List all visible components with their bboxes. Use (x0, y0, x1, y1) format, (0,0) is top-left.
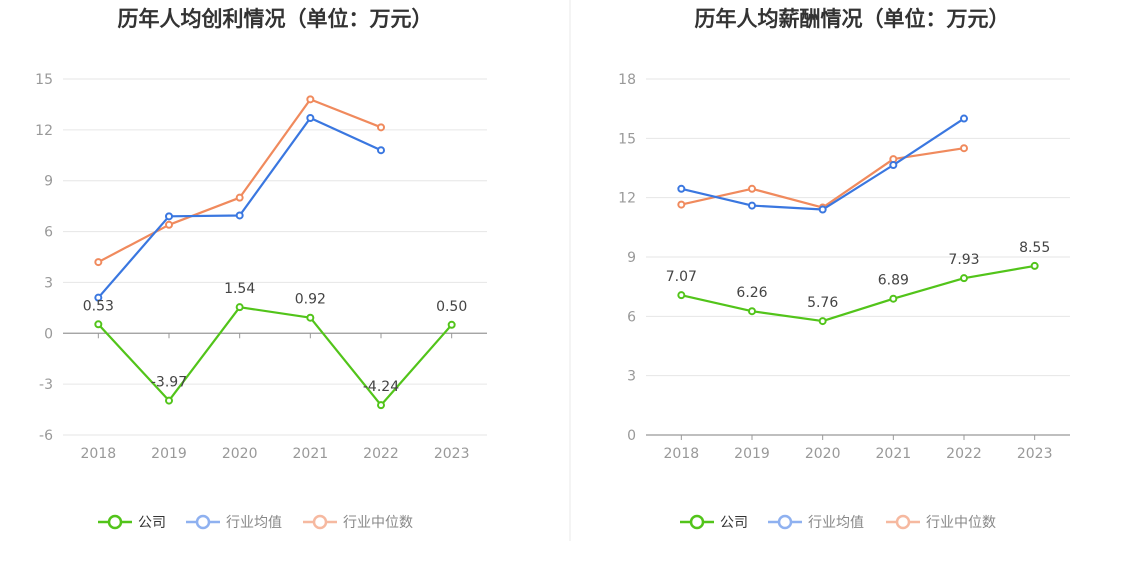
x-tick-label: 2023 (1017, 446, 1053, 462)
x-tick-label: 2022 (946, 446, 982, 462)
data-label: 7.07 (666, 269, 697, 285)
x-tick-label: 2023 (434, 446, 470, 462)
data-point[interactable] (306, 313, 315, 322)
legend-label: 行业中位数 (343, 515, 413, 531)
legend-item-1[interactable]: 公司 (680, 514, 748, 531)
legend-label: 行业均值 (226, 515, 282, 531)
data-point[interactable] (960, 144, 968, 153)
data-point[interactable] (960, 274, 968, 283)
x-tick-label: 2019 (734, 446, 770, 462)
data-point[interactable] (165, 212, 173, 221)
data-point[interactable] (677, 291, 686, 300)
data-label: 5.76 (807, 295, 838, 311)
y-tick-label: 12 (618, 191, 636, 207)
x-tick-label: 2018 (81, 446, 117, 462)
y-tick-label: 9 (44, 174, 53, 190)
y-tick-label: 0 (44, 326, 53, 342)
data-point[interactable] (94, 320, 103, 329)
legend-item-3[interactable]: 行业中位数 (303, 514, 413, 531)
y-tick-label: -6 (39, 428, 53, 444)
data-label: 1.54 (224, 281, 255, 297)
data-point[interactable] (889, 294, 898, 303)
data-point[interactable] (677, 200, 686, 209)
data-point[interactable] (235, 211, 244, 220)
data-point[interactable] (94, 258, 103, 267)
legend-marker-icon (107, 514, 123, 530)
y-tick-label: 15 (618, 131, 636, 147)
data-point[interactable] (818, 317, 827, 326)
y-tick-label: 3 (44, 275, 53, 291)
legend-marker-icon (195, 514, 211, 530)
data-label: 6.26 (736, 285, 767, 301)
data-point[interactable] (306, 95, 315, 104)
x-tick-label: 2018 (664, 446, 700, 462)
chart-title: 历年人均创利情况（单位：万元） (118, 7, 433, 31)
data-point[interactable] (748, 307, 756, 316)
data-label: 0.92 (295, 292, 326, 308)
data-point[interactable] (889, 161, 898, 170)
data-point[interactable] (235, 193, 244, 202)
y-tick-label: 18 (618, 72, 636, 88)
legend-item-1[interactable]: 公司 (98, 514, 166, 531)
data-point[interactable] (377, 401, 385, 410)
data-point[interactable] (306, 113, 315, 122)
data-point[interactable] (447, 320, 456, 329)
legend-marker-icon (312, 514, 328, 530)
legend-label: 公司 (720, 515, 748, 531)
y-tick-label: 9 (627, 250, 636, 266)
data-label: 8.55 (1019, 240, 1050, 256)
legend-item-3[interactable]: 行业中位数 (886, 514, 996, 531)
series-line-1 (681, 264, 1035, 323)
x-tick-label: 2021 (876, 446, 912, 462)
series-line-2 (97, 116, 382, 299)
y-tick-label: 15 (35, 72, 53, 88)
x-tick-label: 2020 (222, 446, 258, 462)
data-label: -4.24 (363, 379, 399, 395)
data-point[interactable] (960, 114, 968, 123)
data-point[interactable] (748, 201, 756, 210)
data-point[interactable] (94, 293, 103, 302)
x-tick-label: 2020 (805, 446, 841, 462)
legend-item-2[interactable]: 行业均值 (186, 514, 282, 531)
data-point[interactable] (235, 303, 244, 312)
data-point[interactable] (677, 184, 686, 193)
series-line-1 (97, 306, 453, 407)
data-point[interactable] (165, 220, 173, 229)
data-point[interactable] (748, 184, 756, 193)
legend-marker-icon (689, 514, 705, 530)
y-tick-label: 6 (627, 309, 636, 325)
legend-item-2[interactable]: 行业均值 (768, 514, 864, 531)
chart-panel-2: 历年人均薪酬情况（单位：万元） 18 15 12 9 6 3 0 2018 2019 2020 202… (618, 7, 1070, 531)
chart-panel-1: 历年人均创利情况（单位：万元） 15 12 9 6 3 0 -3 -6 2018 2019 2020 2… (35, 7, 487, 531)
data-label: 0.50 (436, 299, 467, 315)
legend-label: 行业均值 (808, 515, 864, 531)
x-tick-label: 2019 (151, 446, 187, 462)
legend-label: 行业中位数 (926, 515, 996, 531)
data-point[interactable] (165, 396, 173, 405)
data-point[interactable] (818, 205, 827, 214)
data-label: 0.53 (83, 298, 114, 314)
data-label: -3.97 (151, 375, 187, 391)
y-tick-label: 0 (627, 428, 636, 444)
data-label: 7.93 (948, 252, 979, 268)
y-tick-label: 12 (35, 123, 53, 139)
legend-label: 公司 (138, 515, 166, 531)
data-label: 6.89 (878, 273, 909, 289)
data-point[interactable] (377, 146, 385, 155)
data-point[interactable] (1030, 261, 1039, 270)
y-tick-label: 6 (44, 225, 53, 241)
legend-marker-icon (777, 514, 793, 530)
y-tick-label: -3 (39, 377, 53, 393)
x-tick-label: 2021 (293, 446, 329, 462)
legend-marker-icon (895, 514, 911, 530)
data-point[interactable] (377, 123, 385, 132)
chart-title: 历年人均薪酬情况（单位：万元） (695, 7, 1010, 31)
y-tick-label: 3 (627, 369, 636, 385)
x-tick-label: 2022 (363, 446, 399, 462)
